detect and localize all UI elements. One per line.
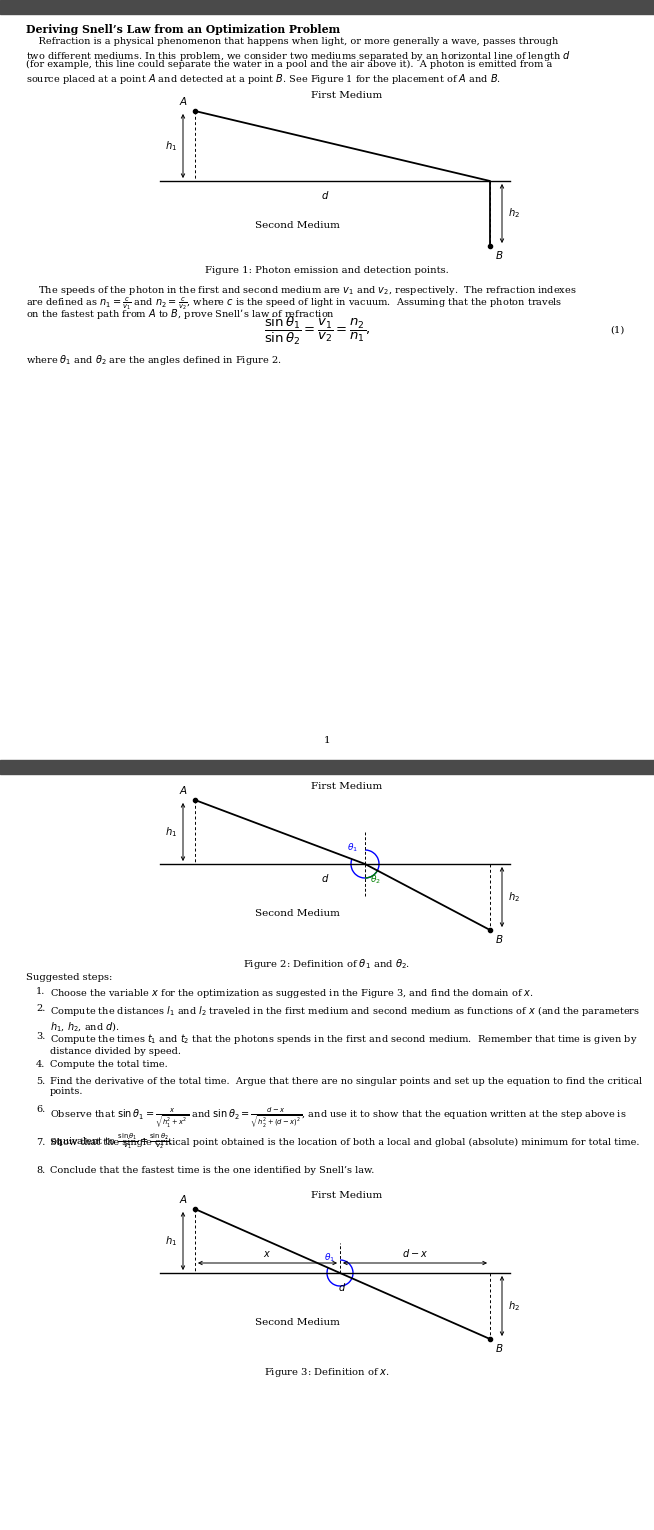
- Text: (1): (1): [611, 326, 625, 335]
- Text: source placed at a point $A$ and detected at a point $B$. See Figure 1 for the p: source placed at a point $A$ and detecte…: [26, 72, 501, 86]
- Text: First Medium: First Medium: [311, 1190, 383, 1200]
- Text: Second Medium: Second Medium: [254, 909, 339, 918]
- Text: Compute the total time.: Compute the total time.: [50, 1060, 167, 1069]
- Text: $B$: $B$: [495, 1342, 504, 1354]
- Text: 7.: 7.: [36, 1138, 45, 1148]
- Text: are defined as $n_1 = \frac{c}{v_1}$ and $n_2 = \frac{c}{v_2}$, where $c$ is the: are defined as $n_1 = \frac{c}{v_1}$ and…: [26, 295, 562, 312]
- Text: $\theta_1$: $\theta_1$: [347, 842, 358, 854]
- Text: Suggested steps:: Suggested steps:: [26, 973, 112, 982]
- Text: $B$: $B$: [495, 933, 504, 946]
- Text: $B$: $B$: [495, 249, 504, 262]
- Text: $A$: $A$: [179, 1193, 188, 1206]
- Text: Refraction is a physical phenomenon that happens when light, or more generally a: Refraction is a physical phenomenon that…: [26, 37, 559, 46]
- Text: $\theta_1$: $\theta_1$: [324, 1252, 335, 1264]
- Text: First Medium: First Medium: [311, 90, 383, 99]
- Text: $\theta_2$: $\theta_2$: [370, 874, 381, 886]
- Text: $h_1$: $h_1$: [165, 139, 177, 153]
- Text: 3.: 3.: [36, 1033, 45, 1040]
- Text: Choose the variable $x$ for the optimization as suggested in the Figure 3, and f: Choose the variable $x$ for the optimiza…: [50, 987, 534, 1001]
- Text: The speeds of the photon in the first and second medium are $v_1$ and $v_2$, res: The speeds of the photon in the first an…: [26, 285, 577, 297]
- Text: 8.: 8.: [36, 1166, 45, 1175]
- Text: on the fastest path from $A$ to $B$, prove Snell’s law of refraction: on the fastest path from $A$ to $B$, pro…: [26, 308, 335, 321]
- Text: 5.: 5.: [36, 1077, 45, 1086]
- Text: 6.: 6.: [36, 1105, 45, 1114]
- Text: $A$: $A$: [179, 783, 188, 796]
- Text: two different mediums. In this problem, we consider two mediums separated by an : two different mediums. In this problem, …: [26, 49, 571, 63]
- Text: Figure 3: Definition of $x$.: Figure 3: Definition of $x$.: [264, 1366, 390, 1379]
- Text: 2.: 2.: [36, 1004, 45, 1013]
- Text: First Medium: First Medium: [311, 782, 383, 791]
- Text: Compute the times $t_1$ and $t_2$ that the photons spends in the first and secon: Compute the times $t_1$ and $t_2$ that t…: [50, 1033, 638, 1056]
- Text: $\dfrac{\sin\theta_1}{\sin\theta_2} = \dfrac{v_1}{v_2} = \dfrac{n_2}{n_1},$: $\dfrac{\sin\theta_1}{\sin\theta_2} = \d…: [264, 314, 370, 347]
- Text: $h_2$: $h_2$: [508, 890, 520, 904]
- Text: Find the derivative of the total time.  Argue that there are no singular points : Find the derivative of the total time. A…: [50, 1077, 642, 1097]
- Text: (for example, this line could separate the water in a pool and the air above it): (for example, this line could separate t…: [26, 60, 552, 69]
- Text: Figure 2: Definition of $\theta_1$ and $\theta_2$.: Figure 2: Definition of $\theta_1$ and $…: [243, 956, 411, 972]
- Text: 4.: 4.: [36, 1060, 45, 1069]
- Text: Show that the single critical point obtained is the location of both a local and: Show that the single critical point obta…: [50, 1138, 640, 1148]
- Text: Deriving Snell’s Law from an Optimization Problem: Deriving Snell’s Law from an Optimizatio…: [26, 24, 340, 35]
- Bar: [0, 760, 654, 774]
- Text: $h_1$: $h_1$: [165, 1235, 177, 1248]
- Text: 1: 1: [324, 736, 330, 745]
- Text: Second Medium: Second Medium: [254, 1317, 339, 1327]
- Text: $d$: $d$: [338, 1281, 347, 1293]
- Text: $d$: $d$: [321, 190, 329, 200]
- Text: $d-x$: $d-x$: [402, 1247, 428, 1259]
- Text: Figure 1: Photon emission and detection points.: Figure 1: Photon emission and detection …: [205, 266, 449, 275]
- Text: Second Medium: Second Medium: [254, 220, 339, 230]
- Text: Observe that $\sin\theta_1 = \frac{x}{\sqrt{h_1^2+x^2}}$ and $\sin\theta_2 = \fr: Observe that $\sin\theta_1 = \frac{x}{\s…: [50, 1105, 627, 1151]
- Text: 1.: 1.: [36, 987, 45, 996]
- Text: Conclude that the fastest time is the one identified by Snell’s law.: Conclude that the fastest time is the on…: [50, 1166, 374, 1175]
- Text: $h_1$: $h_1$: [165, 825, 177, 838]
- Text: $h_2$: $h_2$: [508, 1299, 520, 1313]
- Text: $d$: $d$: [321, 872, 329, 884]
- Text: where $\theta_1$ and $\theta_2$ are the angles defined in Figure 2.: where $\theta_1$ and $\theta_2$ are the …: [26, 352, 281, 367]
- Bar: [0, 0, 654, 14]
- Text: $A$: $A$: [179, 95, 188, 107]
- Text: Compute the distances $l_1$ and $l_2$ traveled in the first medium and second me: Compute the distances $l_1$ and $l_2$ tr…: [50, 1004, 640, 1034]
- Text: $x$: $x$: [264, 1248, 271, 1259]
- Text: $h_2$: $h_2$: [508, 207, 520, 220]
